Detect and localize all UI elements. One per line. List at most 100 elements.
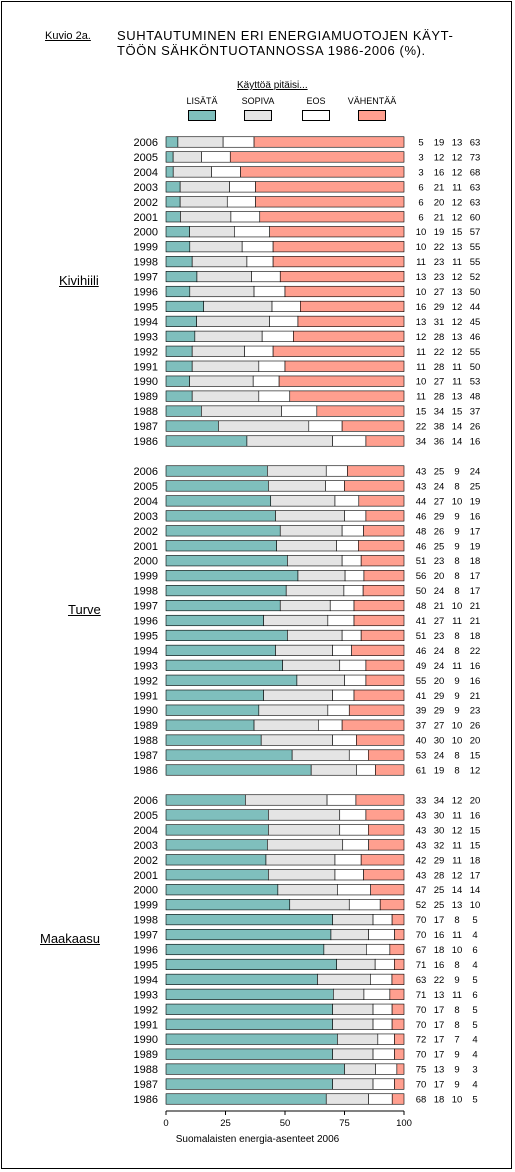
year-label-turve-2003: 2003 <box>134 511 158 523</box>
bar-maakaasu-2002-lisata <box>165 854 267 866</box>
data-label-kivihiili-1986-lisata: 34 <box>416 437 427 448</box>
data-label-kivihiili-2004-vahenta: 68 <box>470 167 481 178</box>
data-label-maakaasu-1991-vahenta: 5 <box>472 1020 477 1031</box>
data-label-maakaasu-1993-vahenta: 6 <box>472 990 477 1001</box>
year-label-turve-2000: 2000 <box>134 556 158 568</box>
bar-kivihiili-1997-sopiva <box>196 270 252 283</box>
data-label-kivihiili-1990-vahenta: 53 <box>470 377 481 388</box>
data-label-kivihiili-1988-eos: 15 <box>452 407 463 418</box>
data-label-maakaasu-1987-vahenta: 4 <box>472 1080 477 1091</box>
data-label-maakaasu-1986-sopiva: 18 <box>434 1095 445 1106</box>
data-label-kivihiili-1996-vahenta: 50 <box>470 287 481 298</box>
data-label-maakaasu-1990-vahenta: 4 <box>472 1035 477 1046</box>
bar-kivihiili-2005-sopiva <box>172 151 202 163</box>
bar-turve-1987-sopiva <box>291 749 350 761</box>
bar-kivihiili-2001-eos <box>230 211 261 223</box>
data-label-kivihiili-1992-sopiva: 22 <box>434 347 445 358</box>
bar-turve-2003-lisata <box>165 510 276 522</box>
data-label-kivihiili-2000-lisata: 10 <box>416 227 427 238</box>
data-label-maakaasu-2005-vahenta: 16 <box>470 810 481 821</box>
bar-maakaasu-1997-eos <box>368 928 395 941</box>
data-label-maakaasu-2004-sopiva: 30 <box>434 825 445 836</box>
data-label-kivihiili-1987-sopiva: 38 <box>434 422 445 433</box>
bar-turve-1996-lisata <box>165 614 264 627</box>
bar-kivihiili-1995-sopiva <box>203 300 273 313</box>
bar-maakaasu-1994-sopiva <box>317 973 371 985</box>
data-label-kivihiili-1994-lisata: 13 <box>416 317 427 328</box>
data-label-kivihiili-2006-vahenta: 63 <box>470 138 481 149</box>
bar-maakaasu-1990-lisata <box>165 1033 338 1045</box>
bar-turve-1989-vahenta <box>341 719 405 731</box>
year-label-turve-1988: 1988 <box>134 735 158 747</box>
bar-maakaasu-1998-vahenta <box>391 914 405 926</box>
data-label-kivihiili-1989-vahenta: 48 <box>470 392 481 403</box>
year-label-kivihiili-2005: 2005 <box>134 152 158 164</box>
bar-turve-1987-vahenta <box>367 749 405 761</box>
year-label-turve-1989: 1989 <box>134 720 158 732</box>
data-label-turve-1997-sopiva: 21 <box>434 601 445 612</box>
bar-turve-1989-eos <box>318 719 343 731</box>
year-label-maakaasu-2005: 2005 <box>134 810 158 822</box>
bar-turve-1998-sopiva <box>285 585 345 597</box>
bar-turve-1994-vahenta <box>351 644 405 656</box>
data-label-turve-1997-vahenta: 21 <box>470 601 481 612</box>
legend-item-eos: EOS <box>286 96 346 126</box>
year-label-kivihiili-1993: 1993 <box>134 331 158 343</box>
bar-kivihiili-1998-vahenta <box>272 256 405 268</box>
bar-maakaasu-1987-vahenta <box>394 1078 405 1090</box>
data-label-maakaasu-1995-lisata: 71 <box>416 960 427 971</box>
bar-turve-1997-vahenta <box>353 599 405 612</box>
bar-maakaasu-2006-lisata <box>165 794 246 806</box>
bar-kivihiili-1996-lisata <box>165 285 191 298</box>
bar-kivihiili-2000-vahenta <box>269 226 405 238</box>
year-label-maakaasu-2006: 2006 <box>134 795 158 807</box>
data-label-kivihiili-1999-vahenta: 55 <box>470 242 481 253</box>
year-label-turve-1991: 1991 <box>134 690 158 702</box>
data-label-kivihiili-1991-eos: 11 <box>452 362 462 373</box>
data-label-maakaasu-2003-sopiva: 32 <box>434 840 445 851</box>
year-label-maakaasu-1990: 1990 <box>134 1034 158 1046</box>
data-label-turve-2002-lisata: 48 <box>416 526 427 537</box>
data-label-turve-2006-sopiva: 25 <box>434 467 445 478</box>
bar-kivihiili-1990-eos <box>252 375 280 387</box>
bar-maakaasu-2004-sopiva <box>268 824 341 836</box>
bar-maakaasu-1990-eos <box>377 1033 395 1045</box>
bar-turve-1988-eos <box>332 734 357 746</box>
data-label-kivihiili-1991-vahenta: 50 <box>470 362 481 373</box>
bar-kivihiili-1994-sopiva <box>196 315 270 327</box>
year-label-turve-1994: 1994 <box>134 645 158 657</box>
data-label-maakaasu-2001-sopiva: 28 <box>434 870 445 881</box>
bar-maakaasu-2004-lisata <box>165 824 269 836</box>
data-label-maakaasu-1997-lisata: 70 <box>416 930 427 941</box>
bar-kivihiili-1987-vahenta <box>341 420 405 432</box>
year-label-turve-1997: 1997 <box>134 601 158 613</box>
data-label-maakaasu-2005-eos: 11 <box>452 810 462 821</box>
data-label-kivihiili-2006-lisata: 5 <box>418 138 423 149</box>
year-label-kivihiili-1990: 1990 <box>134 376 158 388</box>
bar-maakaasu-1986-lisata <box>165 1093 327 1105</box>
data-label-kivihiili-2005-lisata: 3 <box>418 152 423 163</box>
bar-kivihiili-1995-vahenta <box>300 300 405 313</box>
year-label-kivihiili-1996: 1996 <box>134 287 158 299</box>
year-label-kivihiili-1991: 1991 <box>134 361 158 373</box>
bar-kivihiili-1986-vahenta <box>365 435 405 447</box>
bar-maakaasu-2004-vahenta <box>367 824 405 836</box>
data-label-maakaasu-2006-lisata: 33 <box>416 796 427 807</box>
group-label-turve: Turve <box>68 602 101 617</box>
data-label-turve-1990-sopiva: 29 <box>434 706 445 717</box>
bar-maakaasu-2003-sopiva <box>267 839 344 851</box>
data-label-turve-2002-eos: 9 <box>454 526 459 537</box>
bar-turve-1996-eos <box>327 614 355 627</box>
data-label-turve-1987-sopiva: 24 <box>434 751 445 762</box>
data-label-kivihiili-1999-sopiva: 22 <box>434 242 445 253</box>
legend-label-eos: EOS <box>306 96 326 106</box>
bar-maakaasu-1997-sopiva <box>330 928 369 941</box>
bar-turve-2005-eos <box>325 480 345 492</box>
data-label-kivihiili-2006-eos: 13 <box>452 138 463 149</box>
bar-maakaasu-1988-eos <box>375 1063 398 1075</box>
data-label-kivihiili-1994-eos: 12 <box>452 317 463 328</box>
data-label-maakaasu-2001-lisata: 43 <box>416 870 427 881</box>
data-label-maakaasu-1988-sopiva: 13 <box>434 1065 445 1076</box>
data-label-turve-2004-lisata: 44 <box>416 496 427 507</box>
data-label-kivihiili-2005-eos: 12 <box>452 152 463 163</box>
